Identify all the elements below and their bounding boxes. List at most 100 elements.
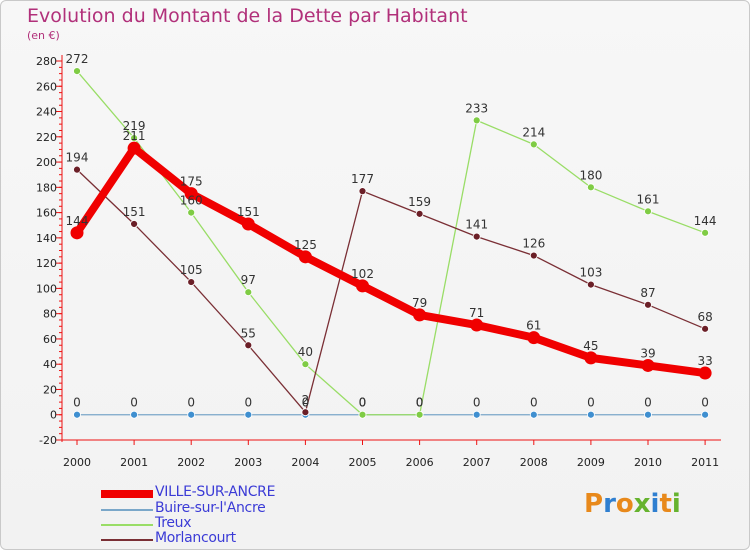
- data-label: 177: [351, 172, 374, 186]
- data-label: 97: [241, 273, 256, 287]
- data-label: 0: [244, 396, 252, 410]
- data-label: 151: [237, 205, 260, 219]
- y-tick-label: 280: [36, 55, 57, 68]
- legend-swatch: [101, 524, 153, 526]
- data-label: 0: [359, 396, 367, 410]
- y-tick-label: -20: [39, 434, 57, 447]
- data-label: 71: [469, 306, 484, 320]
- x-tick-label: 2008: [520, 456, 548, 469]
- y-tick-label: 260: [36, 80, 57, 93]
- data-point: [584, 351, 598, 365]
- data-point: [73, 165, 81, 174]
- data-label: 105: [180, 263, 203, 277]
- data-label: 160: [180, 194, 203, 208]
- y-tick-label: 180: [36, 181, 57, 194]
- logo-letter: i: [650, 489, 660, 519]
- data-point: [187, 208, 196, 217]
- data-label: 144: [694, 214, 717, 228]
- data-point: [244, 341, 253, 350]
- data-point: [701, 410, 709, 419]
- data-point: [415, 209, 424, 218]
- series-line-3: [76, 169, 706, 413]
- data-label: 40: [298, 345, 313, 359]
- y-tick-label: 140: [36, 232, 57, 245]
- data-label: 61: [526, 319, 541, 333]
- legend-swatch: [101, 490, 153, 498]
- data-label: 0: [530, 396, 538, 410]
- y-tick-label: 220: [36, 131, 57, 144]
- data-point: [527, 331, 541, 345]
- data-point: [470, 318, 484, 332]
- data-point: [415, 410, 424, 419]
- data-label: 103: [579, 266, 602, 280]
- data-point: [472, 116, 481, 125]
- chart-title: Evolution du Montant de la Dette par Hab…: [27, 5, 468, 27]
- y-tick-label: 40: [43, 358, 57, 371]
- y-tick-label: 80: [43, 308, 57, 321]
- series-line-2: [76, 70, 706, 416]
- data-point: [644, 300, 652, 309]
- data-point: [187, 278, 196, 286]
- data-point: [301, 408, 310, 417]
- y-tick-label: 200: [36, 156, 57, 169]
- data-point: [301, 360, 310, 369]
- data-label: 0: [130, 396, 138, 410]
- data-point: [187, 410, 196, 419]
- data-label: 126: [522, 237, 545, 251]
- data-label: 0: [302, 396, 310, 410]
- y-tick-label: 20: [43, 383, 57, 396]
- chart-subtitle: (en €): [27, 29, 60, 42]
- data-label: 211: [123, 129, 146, 143]
- data-point: [472, 232, 481, 241]
- legend-swatch: [101, 539, 153, 541]
- proxiti-logo: Proxiti: [584, 489, 681, 519]
- data-point: [241, 217, 255, 231]
- data-label: 272: [66, 52, 89, 66]
- data-label: 151: [123, 205, 146, 219]
- data-point: [413, 308, 427, 322]
- data-point: [529, 251, 538, 260]
- y-tick-label: 60: [43, 333, 57, 346]
- x-tick-label: 2004: [291, 456, 319, 469]
- data-label: 39: [640, 346, 655, 360]
- data-point: [244, 410, 253, 419]
- x-tick-label: 2000: [63, 456, 91, 469]
- x-tick-label: 2005: [349, 456, 377, 469]
- data-label: 219: [123, 119, 146, 133]
- data-point: [701, 228, 709, 237]
- data-point: [529, 410, 538, 419]
- data-label: 0: [644, 396, 652, 410]
- logo-letter: r: [603, 489, 616, 519]
- data-point: [298, 250, 312, 264]
- data-label: 87: [640, 286, 655, 300]
- legend-label: Treux: [155, 515, 192, 531]
- data-point: [70, 226, 84, 240]
- data-label: 161: [637, 192, 660, 206]
- data-point: [358, 410, 367, 419]
- data-label: 159: [408, 195, 431, 209]
- x-tick-label: 2002: [177, 456, 205, 469]
- x-tick-label: 2009: [577, 456, 605, 469]
- data-label: 33: [697, 354, 712, 368]
- y-tick-label: 120: [36, 257, 57, 270]
- data-label: 0: [473, 396, 481, 410]
- data-point: [130, 410, 139, 419]
- data-label: 0: [587, 396, 595, 410]
- data-label: 0: [359, 396, 367, 410]
- data-point: [644, 207, 652, 216]
- data-point: [529, 140, 538, 149]
- data-label: 141: [465, 218, 488, 232]
- data-label: 194: [66, 151, 89, 165]
- logo-letter: P: [584, 489, 604, 519]
- logo-letter: o: [615, 489, 634, 519]
- data-point: [73, 67, 81, 76]
- data-point: [587, 183, 595, 192]
- data-label: 45: [583, 339, 598, 353]
- x-tick-label: 2011: [691, 456, 719, 469]
- y-tick-label: 240: [36, 106, 57, 119]
- x-tick-label: 2006: [406, 456, 434, 469]
- series-line-0: [73, 144, 706, 378]
- data-label: 0: [187, 396, 195, 410]
